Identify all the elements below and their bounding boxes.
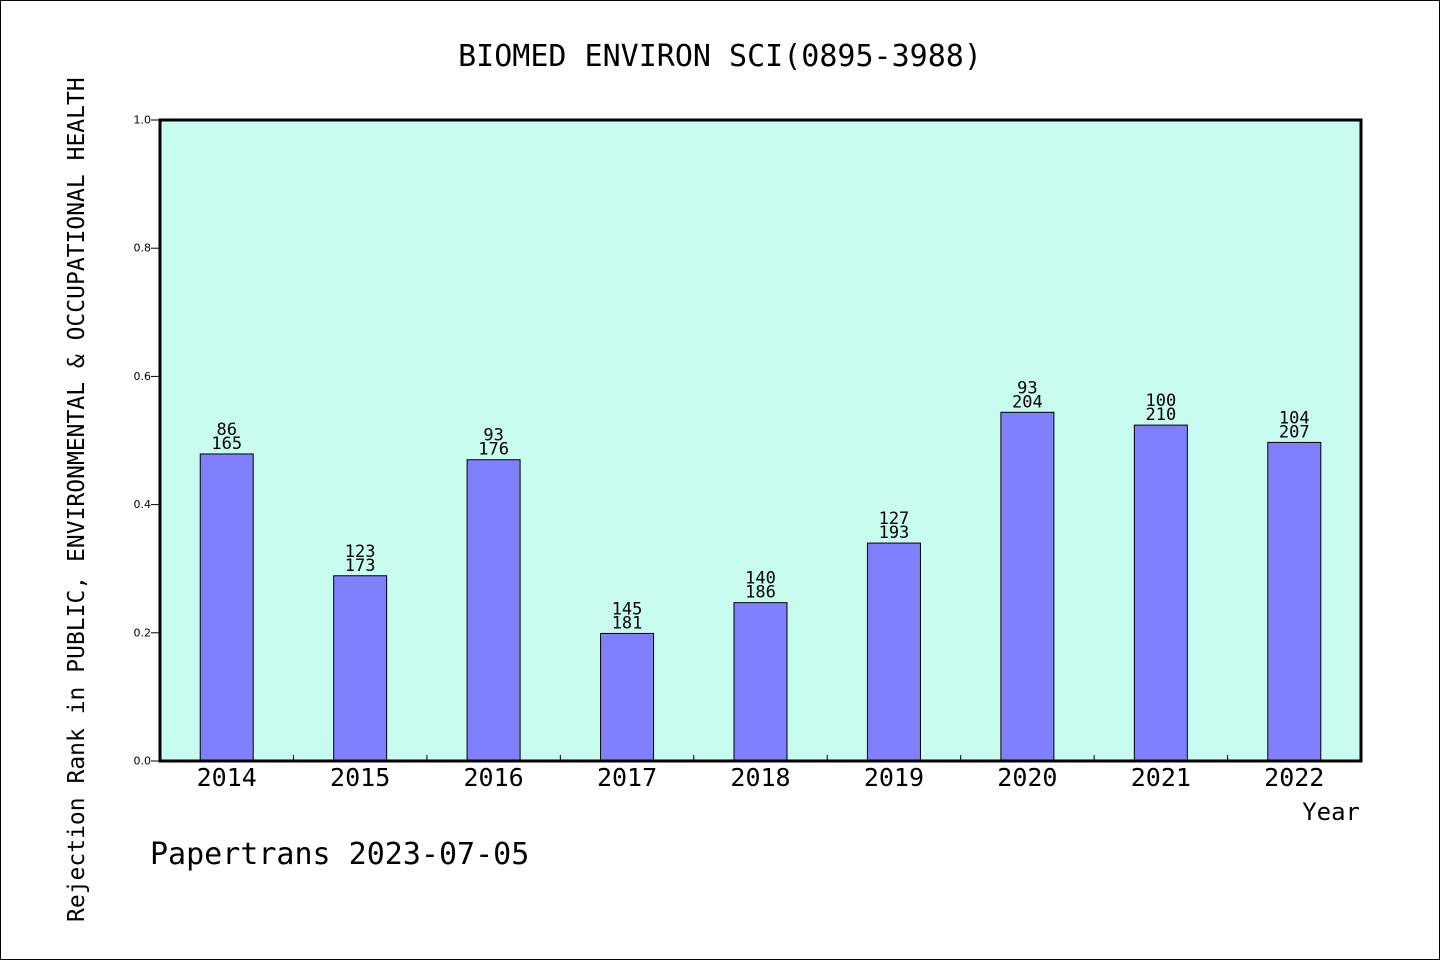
x-tick-label: 2022 <box>1264 763 1324 792</box>
x-axis-label: Year <box>1302 798 1360 826</box>
x-tick-label: 2020 <box>997 763 1057 792</box>
x-tick-label: 2016 <box>464 763 524 792</box>
bar-2017 <box>600 632 655 762</box>
y-tick-label: 0.2 <box>134 626 152 639</box>
bar-label-bottom: 165 <box>211 434 242 454</box>
x-tick-label: 2018 <box>730 763 790 792</box>
y-tick-label: 0.6 <box>134 370 152 383</box>
bar-label-bottom: 186 <box>745 583 776 603</box>
footer-stamp: Papertrans 2023-07-05 <box>150 837 529 872</box>
y-tick-label: 0.0 <box>134 755 152 768</box>
bar-label-top: 93 <box>483 426 503 446</box>
axis-ticks: 0.0 0.2 0.4 0.6 0.8 1.0 2014 2015 2016 2017 2018 20… <box>134 114 1325 793</box>
bar-2014 <box>199 453 254 762</box>
x-tick-label: 2019 <box>864 763 924 792</box>
y-tick-label: 1.0 <box>134 114 152 127</box>
bar-label-top: 145 <box>612 599 643 619</box>
bar-label-bottom: 210 <box>1145 405 1176 425</box>
chart-title: BIOMED ENVIRON SCI(0895-3988) <box>458 39 982 74</box>
bar-label-top: 140 <box>745 569 776 589</box>
bar-2016 <box>466 459 521 762</box>
y-axis-label: Rejection Rank in PUBLIC, ENVIRONMENTAL … <box>64 77 90 922</box>
y-tick-label: 0.4 <box>134 498 152 511</box>
x-tick-label: 2021 <box>1131 763 1191 792</box>
bar-label-bottom: 176 <box>478 440 509 460</box>
bar-label-top: 127 <box>879 509 910 529</box>
bar-2020 <box>1000 411 1055 762</box>
bar-label-bottom: 193 <box>879 523 910 543</box>
bar-label-top: 86 <box>216 420 236 440</box>
bar-label-top: 104 <box>1279 408 1310 428</box>
bar-label-top: 93 <box>1017 378 1037 398</box>
bar-label-bottom: 181 <box>612 613 643 633</box>
bar-2022 <box>1267 441 1322 762</box>
x-tick-label: 2017 <box>597 763 657 792</box>
x-tick-label: 2015 <box>330 763 390 792</box>
bar-2015 <box>333 575 388 762</box>
bar-label-top: 100 <box>1145 391 1176 411</box>
bar-label-bottom: 204 <box>1012 392 1043 412</box>
bar-label-bottom: 207 <box>1279 422 1310 442</box>
y-tick-label: 0.8 <box>134 242 152 255</box>
bar-label-bottom: 173 <box>345 556 376 576</box>
bar-2021 <box>1133 424 1188 762</box>
plot-frame <box>158 118 1363 763</box>
bar-label-top: 123 <box>345 542 376 562</box>
bar-2018 <box>733 602 788 762</box>
bar-2019 <box>866 542 921 762</box>
x-tick-label: 2014 <box>197 763 257 792</box>
